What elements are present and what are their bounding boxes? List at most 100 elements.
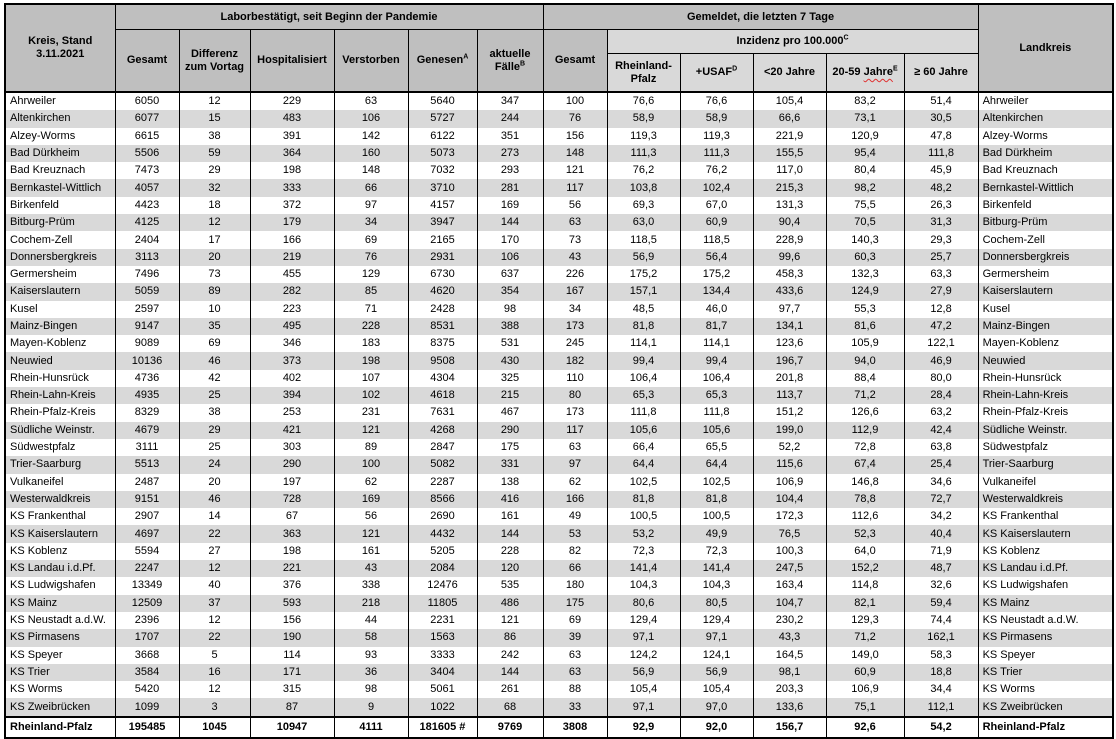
value-cell: 71,9 [903,542,979,561]
value-cell: 92,9 [606,715,681,738]
value-cell: 76,5 [752,525,827,543]
value-cell: 69 [542,611,608,630]
column-header-rheinland-pfalz: Rheinland-Pfalz [606,53,681,93]
value-cell: 171 [249,663,335,682]
value-cell: 58,9 [606,110,681,128]
value-cell: 179 [249,214,335,232]
value-cell: 354 [476,283,544,301]
value-cell: 244 [476,110,544,128]
value-cell: 71,2 [825,629,905,647]
value-cell: 58 [333,629,409,647]
value-cell: 110 [542,369,608,388]
group-header-gemeldet-7-tage: Gemeldet, die letzten 7 Tage [542,3,979,30]
value-cell: 97 [333,196,409,215]
value-cell: 58,9 [679,110,754,128]
value-cell: 35 [178,317,251,336]
value-cell: 90,4 [752,214,827,232]
table-row: Trier-Saarburg 5513 24 290 100 5082 331 97 64,4 6… [4,456,1114,474]
value-cell: 4620 [407,283,478,301]
value-cell: 62 [542,473,608,491]
value-cell: 173 [542,404,608,422]
kreis-cell: Alzey-Worms [4,127,116,145]
value-cell: 34,6 [903,473,979,491]
value-cell: 4697 [114,525,180,543]
value-cell: 59,4 [903,594,979,612]
value-cell: 65,5 [679,438,754,457]
value-cell: 111,3 [679,144,754,163]
value-cell: 102 [333,387,409,405]
value-cell: 4125 [114,214,180,232]
value-cell: 63,3 [903,265,979,284]
kreis-cell: Bad Kreuznach [4,162,116,180]
value-cell: 106,9 [752,473,827,491]
value-cell: 156,7 [752,715,827,738]
value-cell: 293 [476,162,544,180]
value-cell: 5506 [114,144,180,163]
value-cell: 8375 [407,335,478,353]
landkreis-cell: KS Landau i.d.Pf. [977,560,1114,578]
value-cell: 228,9 [752,231,827,249]
column-header-hospitalisiert: Hospitalisiert [249,29,335,93]
landkreis-cell: Trier-Saarburg [977,456,1114,474]
value-cell: 190 [249,629,335,647]
kreis-cell: KS Ludwigshafen [4,577,116,595]
value-cell: 3404 [407,663,478,682]
value-cell: 6077 [114,110,180,128]
value-cell: 1022 [407,698,478,717]
value-cell: 351 [476,127,544,145]
value-cell: 151,2 [752,404,827,422]
value-cell: 373 [249,352,335,370]
value-cell: 75,1 [825,698,905,717]
value-cell: 63 [542,438,608,457]
value-cell: 102,5 [679,473,754,491]
value-cell: 10 [178,300,251,318]
total-label-cell: Rheinland-Pfalz [4,715,116,738]
value-cell: 221,9 [752,127,827,145]
landkreis-cell: Bernkastel-Wittlich [977,179,1114,197]
value-cell: 81,8 [606,317,681,336]
value-cell: 198 [249,542,335,561]
value-cell: 157,1 [606,283,681,301]
value-cell: 338 [333,577,409,595]
value-cell: 346 [249,335,335,353]
value-cell: 98 [476,300,544,318]
kreis-cell: Kusel [4,300,116,318]
value-cell: 290 [249,456,335,474]
kreis-cell: Bernkastel-Wittlich [4,179,116,197]
value-cell: 4268 [407,421,478,439]
table-row: Donnersbergkreis 3113 20 219 76 2931 106 43 56,9… [4,248,1114,266]
value-cell: 103,8 [606,179,681,197]
corner-header-kreis-stand: Kreis, Stand 3.11.2021 [4,3,116,93]
value-cell: 221 [249,560,335,578]
landkreis-cell: Cochem-Zell [977,231,1114,249]
value-cell: 80,4 [825,162,905,180]
value-cell: 45,9 [903,162,979,180]
value-cell: 8329 [114,404,180,422]
kreis-cell: KS Frankenthal [4,508,116,526]
value-cell: 9508 [407,352,478,370]
value-cell: 95,4 [825,144,905,163]
value-cell: 97,1 [606,629,681,647]
value-cell: 56,9 [679,663,754,682]
kreis-cell: KS Kaiserslautern [4,525,116,543]
column-header-differenz-vortag: Differenz zum Vortag [178,29,251,93]
value-cell: 331 [476,456,544,474]
value-cell: 88 [542,681,608,699]
value-cell: 46,0 [679,300,754,318]
landkreis-cell: KS Zweibrücken [977,698,1114,717]
value-cell: 53 [542,525,608,543]
table-row: Bitburg-Prüm 4125 12 179 34 3947 144 63 63,0 60,9… [4,214,1114,232]
value-cell: 4935 [114,387,180,405]
landkreis-cell: Kaiserslautern [977,283,1114,301]
value-cell: 12 [178,560,251,578]
table-row: Bad Kreuznach 7473 29 198 148 7032 293 121 76,2 7… [4,162,1114,180]
value-cell: 97,0 [679,698,754,717]
value-cell: 119,3 [606,127,681,145]
value-cell: 226 [542,265,608,284]
value-cell: 114,1 [606,335,681,353]
table-row: Rhein-Pfalz-Kreis 8329 38 253 231 7631 467 173 1… [4,404,1114,422]
total-landkreis-cell: Rheinland-Pfalz [977,715,1114,738]
value-cell: 593 [249,594,335,612]
value-cell: 325 [476,369,544,388]
value-cell: 105,6 [606,421,681,439]
